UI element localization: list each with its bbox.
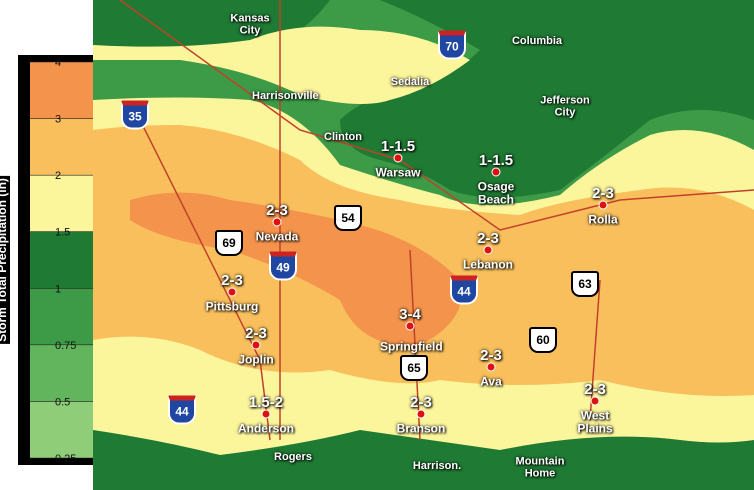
forecast-location: Joplin: [238, 352, 274, 367]
forecast-amount: 2-3: [221, 272, 243, 290]
legend-tick-label: 0.5: [55, 396, 70, 408]
legend-tick-label: 4: [55, 57, 61, 69]
legend-band: [30, 175, 93, 232]
forecast-amount: 1-1.5: [478, 152, 514, 170]
forecast-amount: 2-3: [410, 394, 432, 412]
legend-tick-label: 1.5: [55, 227, 70, 239]
forecast-amount: 2-3: [584, 381, 606, 399]
legend-tick-label: 0.75: [55, 340, 76, 352]
legend-band: [30, 118, 93, 176]
location-dot: [227, 287, 237, 297]
legend-tick-label: 3: [55, 114, 61, 126]
highway-shield: 65: [400, 355, 428, 381]
highway-shield: 60: [529, 327, 557, 353]
location-dot: [590, 396, 600, 406]
rain-zone: [93, 430, 754, 490]
city-label: Sedalia: [390, 76, 430, 89]
legend-band: [30, 401, 93, 458]
city-label: Columbia: [511, 35, 563, 48]
highway-shield: 49: [269, 251, 297, 281]
forecast-location: Branson: [396, 421, 446, 436]
location-dot: [486, 362, 496, 372]
location-dot: [261, 409, 271, 419]
location-dot: [483, 245, 493, 255]
forecast-location: Lebanon: [463, 257, 513, 272]
city-label: Mountain Home: [515, 455, 565, 479]
forecast-location: Nevada: [255, 229, 299, 244]
forecast-location: Rolla: [588, 212, 618, 227]
location-dot: [393, 153, 403, 163]
forecast-location: Springfield: [380, 339, 443, 354]
city-label: Clinton: [324, 131, 362, 144]
forecast-location: Anderson: [237, 421, 294, 436]
city-label: Harrisonville: [252, 90, 319, 103]
legend-band: [30, 288, 93, 345]
city-label: Jefferson City: [540, 94, 590, 118]
legend-tick-label: 1: [55, 283, 61, 295]
location-dot: [251, 340, 261, 350]
location-dot: [416, 409, 426, 419]
highway-shield: 44: [168, 395, 196, 425]
location-dot: [272, 217, 282, 227]
location-dot: [598, 200, 608, 210]
legend-band: [30, 344, 93, 402]
forecast-amount: 1.5-2: [248, 394, 284, 412]
highway-shield: 70: [438, 30, 466, 60]
forecast-amount: 2-3: [266, 202, 288, 220]
legend-title: Storm Total Precipitation (in): [0, 176, 10, 344]
forecast-amount: 1-1.5: [380, 138, 416, 156]
forecast-location: Pittsburg: [205, 299, 259, 314]
forecast-location: West Plains: [577, 408, 613, 435]
forecast-amount: 3-4: [399, 306, 421, 324]
forecast-amount: 2-3: [245, 325, 267, 343]
legend-tick-label: 2: [55, 170, 61, 182]
city-label: Harrison.: [412, 460, 462, 473]
legend-band: [30, 231, 93, 289]
city-label: Kansas City: [230, 12, 270, 36]
location-dot: [405, 321, 415, 331]
highway-shield: 63: [571, 271, 599, 297]
forecast-location: Osage Beach: [477, 179, 515, 206]
highway-shield: 44: [450, 275, 478, 305]
legend-band: [30, 62, 93, 119]
highway-shield: 35: [121, 100, 149, 130]
forecast-amount: 2-3: [477, 230, 499, 248]
location-dot: [491, 167, 501, 177]
forecast-location: Ava: [480, 374, 502, 389]
highway-shield: 54: [334, 205, 362, 231]
legend-tick-label: 0.25: [55, 453, 76, 465]
forecast-location: Warsaw: [375, 165, 421, 180]
rain-zone: [93, 26, 470, 105]
forecast-amount: 2-3: [480, 347, 502, 365]
forecast-amount: 2-3: [592, 185, 614, 203]
legend: 4 3 2 1.5 1 0.75 0.5 0.25: [30, 57, 93, 465]
city-label: Rogers: [274, 451, 312, 464]
highway-shield: 69: [215, 230, 243, 256]
